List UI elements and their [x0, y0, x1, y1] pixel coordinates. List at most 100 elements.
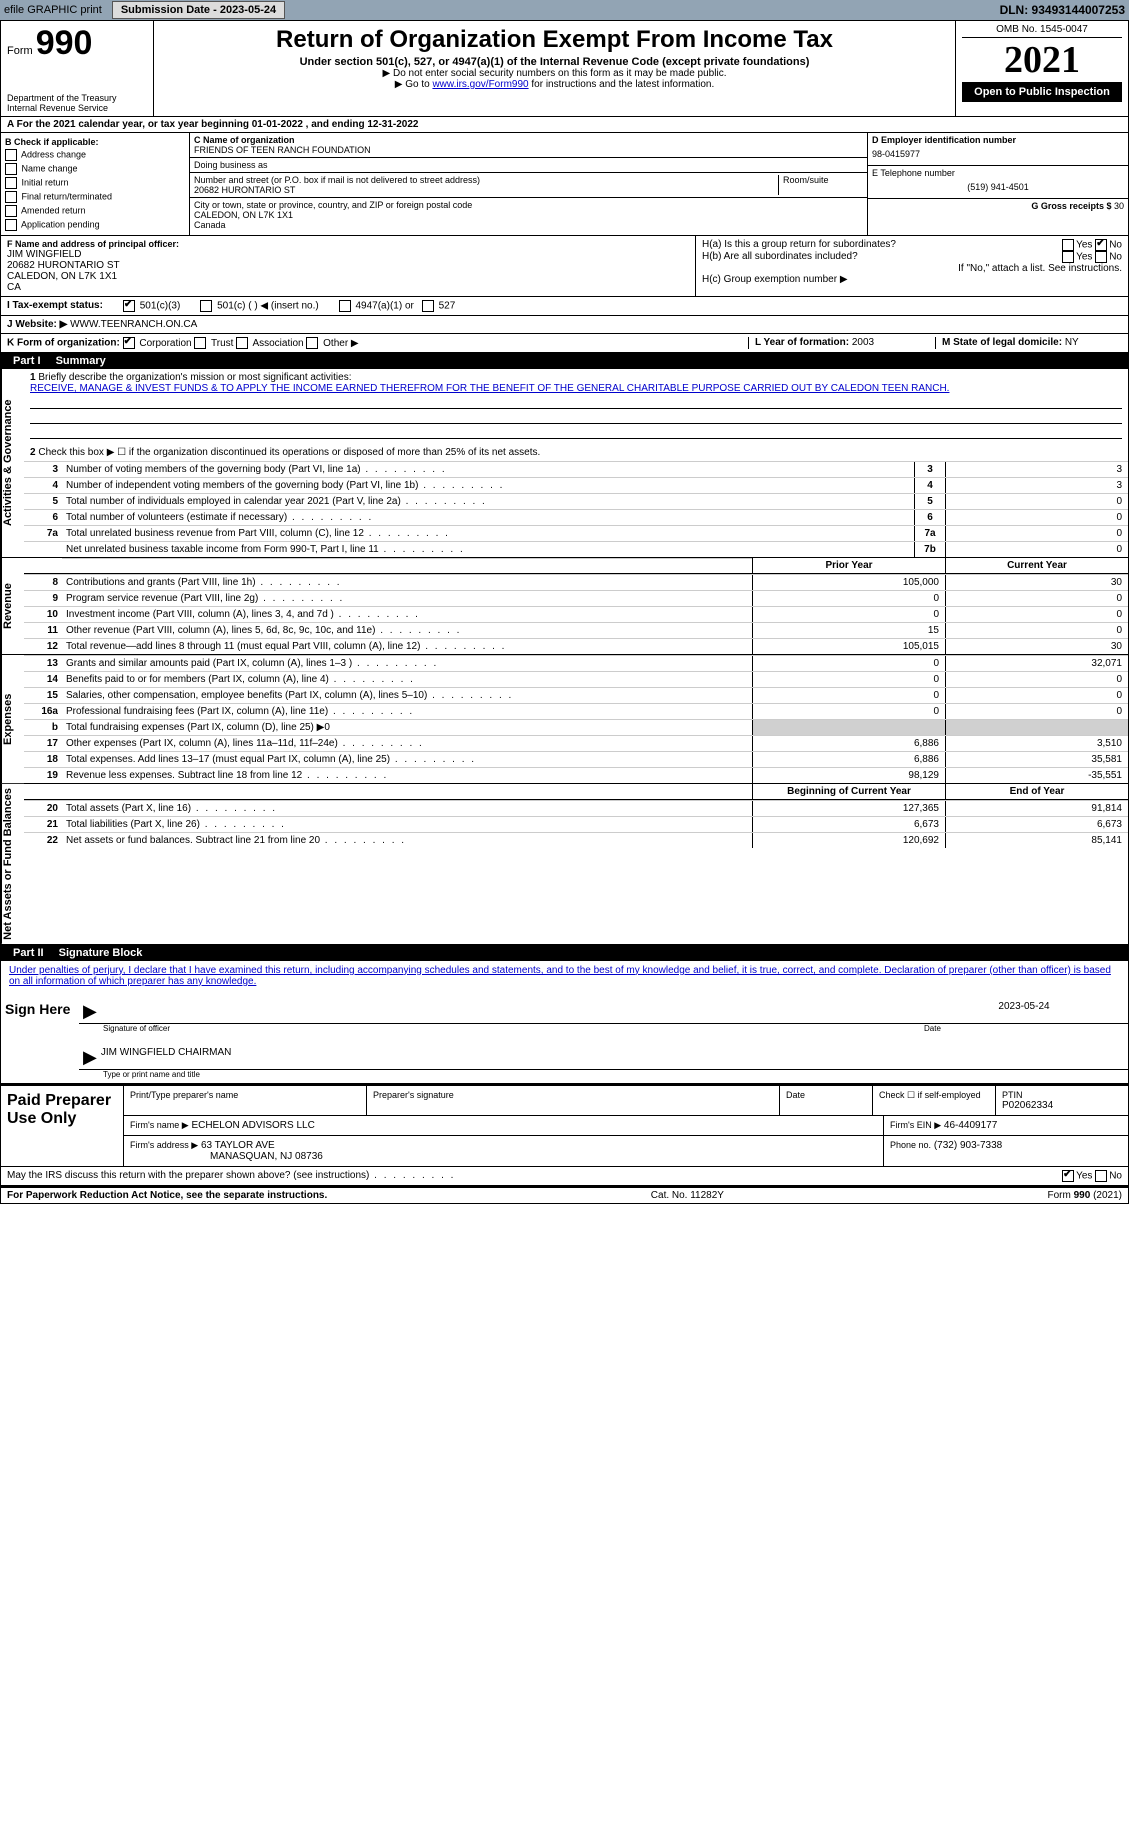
form-title-cell: Return of Organization Exempt From Incom… [154, 21, 956, 116]
sign-date: 2023-05-24 [924, 1001, 1124, 1022]
officer-addr3: CA [7, 282, 689, 293]
summary-line: Net unrelated business taxable income fr… [24, 541, 1128, 557]
cb-trust[interactable]: Trust [194, 338, 233, 349]
form-id: Form 990 (2021) [1048, 1190, 1123, 1201]
box-b-label: B Check if applicable: [5, 137, 185, 147]
may-irs-yesno[interactable]: Yes No [1062, 1170, 1122, 1182]
form-year-cell: OMB No. 1545-0047 2021 Open to Public In… [956, 21, 1128, 116]
open-public-badge: Open to Public Inspection [962, 82, 1122, 102]
org-name: FRIENDS OF TEEN RANCH FOUNDATION [194, 145, 863, 155]
irs-label: Internal Revenue Service [7, 103, 147, 113]
expenses-section: Expenses 13Grants and similar amounts pa… [1, 655, 1128, 784]
summary-line: 5Total number of individuals employed in… [24, 493, 1128, 509]
l-label: L Year of formation: [755, 337, 849, 348]
ha-label: H(a) Is this a group return for subordin… [702, 239, 1062, 251]
cb-address-change[interactable]: Address change [5, 149, 185, 161]
summary-line: 20Total assets (Part X, line 16)127,3659… [24, 800, 1128, 816]
summary-line: 22Net assets or fund balances. Subtract … [24, 832, 1128, 848]
country-value: Canada [194, 220, 863, 230]
prep-date-label: Date [786, 1090, 866, 1100]
form-title: Return of Organization Exempt From Incom… [160, 26, 949, 54]
may-irs-text: May the IRS discuss this return with the… [7, 1170, 1062, 1182]
omb-number: OMB No. 1545-0047 [962, 24, 1122, 38]
netassets-section: Net Assets or Fund Balances Beginning of… [1, 784, 1128, 945]
summary-line: 10Investment income (Part VIII, column (… [24, 606, 1128, 622]
cb-527[interactable]: 527 [422, 300, 455, 312]
summary-line: 6Total number of volunteers (estimate if… [24, 509, 1128, 525]
phone-value: (519) 941-4501 [872, 178, 1124, 196]
governance-section: Activities & Governance 1 Briefly descri… [1, 369, 1128, 558]
form-number-cell: Form 990 Department of the Treasury Inte… [1, 21, 154, 116]
line2-text: Check this box ▶ ☐ if the organization d… [38, 447, 540, 458]
mission-text: RECEIVE, MANAGE & INVEST FUNDS & TO APPL… [30, 383, 1122, 394]
end-year-header: End of Year [945, 784, 1128, 799]
i-label: I Tax-exempt status: [7, 300, 103, 312]
summary-line: 21Total liabilities (Part X, line 26)6,6… [24, 816, 1128, 832]
cb-amended-return[interactable]: Amended return [5, 205, 185, 217]
c-name-label: C Name of organization [194, 135, 863, 145]
firm-addr-label: Firm's address ▶ [130, 1140, 198, 1150]
efile-label: efile GRAPHIC print [4, 4, 102, 16]
irs-link[interactable]: www.irs.gov/Form990 [432, 79, 528, 90]
form-990-container: Form 990 Department of the Treasury Inte… [0, 20, 1129, 1204]
summary-line: 3Number of voting members of the governi… [24, 461, 1128, 477]
website-row: J Website: ▶ WWW.TEENRANCH.ON.CA [1, 316, 1128, 334]
firm-addr1: 63 TAYLOR AVE [201, 1140, 275, 1151]
hb-yesno[interactable]: Yes No [1062, 251, 1122, 263]
cb-501c[interactable]: 501(c) ( ) ◀ (insert no.) [200, 300, 318, 312]
d-label: D Employer identification number [872, 135, 1124, 145]
period-line-a: A For the 2021 calendar year, or tax yea… [1, 117, 1128, 133]
sign-here-block: Sign Here ▶ 2023-05-24 Signature of offi… [1, 991, 1128, 1084]
cb-initial-return[interactable]: Initial return [5, 177, 185, 189]
exp-tab: Expenses [1, 655, 24, 783]
street-value: 20682 HURONTARIO ST [194, 185, 778, 195]
street-label: Number and street (or P.O. box if mail i… [194, 175, 778, 185]
summary-line: 17Other expenses (Part IX, column (A), l… [24, 735, 1128, 751]
cb-association[interactable]: Association [236, 338, 303, 349]
box-deg: D Employer identification number 98-0415… [867, 133, 1128, 235]
cb-other[interactable]: Other ▶ [306, 338, 358, 349]
summary-line: 8Contributions and grants (Part VIII, li… [24, 574, 1128, 590]
ha-yesno[interactable]: Yes No [1062, 239, 1122, 251]
cb-corporation[interactable]: Corporation [123, 338, 192, 349]
officer-addr1: 20682 HURONTARIO ST [7, 260, 689, 271]
ein-value: 98-0415977 [872, 145, 1124, 163]
j-label: J Website: ▶ [7, 319, 67, 330]
cb-4947[interactable]: 4947(a)(1) or [339, 300, 414, 312]
summary-line: 11Other revenue (Part VIII, column (A), … [24, 622, 1128, 638]
state-domicile: NY [1065, 337, 1079, 348]
part2-header: Part II Signature Block [1, 945, 1128, 961]
dept-treasury: Department of the Treasury [7, 93, 147, 103]
rev-tab: Revenue [1, 558, 24, 654]
prep-name-label: Print/Type preparer's name [130, 1090, 360, 1100]
form-subtitle: Under section 501(c), 527, or 4947(a)(1)… [160, 56, 949, 68]
pra-notice: For Paperwork Reduction Act Notice, see … [7, 1190, 327, 1201]
revenue-section: Revenue Prior Year Current Year 8Contrib… [1, 558, 1128, 655]
top-toolbar: efile GRAPHIC print Submission Date - 20… [0, 0, 1129, 20]
summary-line: 13Grants and similar amounts paid (Part … [24, 655, 1128, 671]
gross-receipts: 30 [1114, 201, 1124, 211]
officer-h-row: F Name and address of principal officer:… [1, 236, 1128, 297]
hb-label: H(b) Are all subordinates included? [702, 251, 1062, 263]
cb-final-return[interactable]: Final return/terminated [5, 191, 185, 203]
prep-check-label[interactable]: Check ☐ if self-employed [879, 1090, 989, 1101]
k-label: K Form of organization: [7, 338, 120, 349]
summary-line: bTotal fundraising expenses (Part IX, co… [24, 719, 1128, 735]
net-tab: Net Assets or Fund Balances [1, 784, 24, 944]
tax-year: 2021 [962, 38, 1122, 82]
gov-tab: Activities & Governance [1, 369, 24, 557]
cb-501c3[interactable]: 501(c)(3) [123, 300, 180, 312]
dln-label: DLN: 93493144007253 [1000, 3, 1125, 17]
f-label: F Name and address of principal officer: [7, 239, 689, 249]
box-b: B Check if applicable: Address change Na… [1, 133, 190, 235]
cat-no: Cat. No. 11282Y [651, 1190, 724, 1201]
cb-name-change[interactable]: Name change [5, 163, 185, 175]
firm-phone: (732) 903-7338 [934, 1140, 1002, 1151]
cb-application-pending[interactable]: Application pending [5, 219, 185, 231]
submission-date-button[interactable]: Submission Date - 2023-05-24 [112, 1, 285, 19]
hb-note: If "No," attach a list. See instructions… [702, 263, 1122, 274]
summary-line: 7aTotal unrelated business revenue from … [24, 525, 1128, 541]
identity-row: B Check if applicable: Address change Na… [1, 133, 1128, 236]
form-header: Form 990 Department of the Treasury Inte… [1, 21, 1128, 117]
type-name-label: Type or print name and title [79, 1070, 1128, 1083]
